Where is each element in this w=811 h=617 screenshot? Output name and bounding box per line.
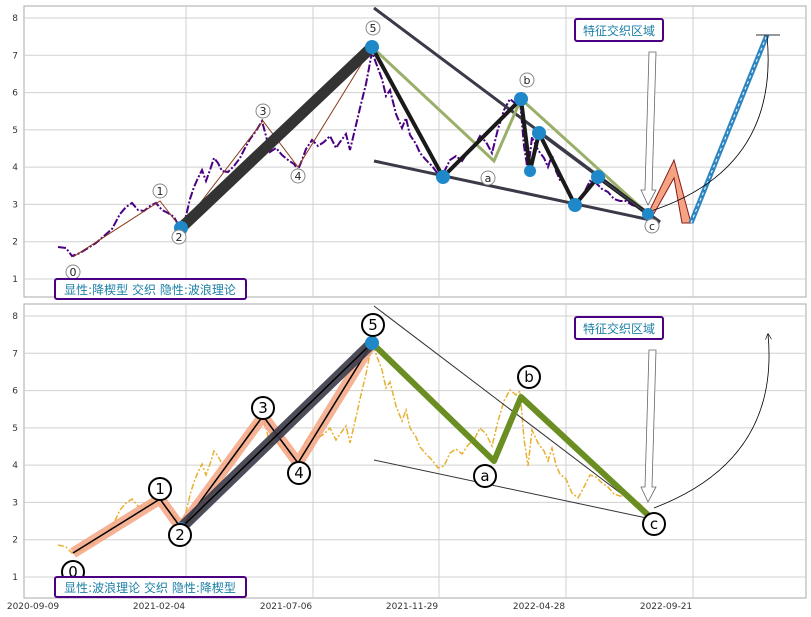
top-dot — [365, 40, 379, 54]
top-impulse-thin — [72, 46, 373, 258]
top-zone-label: 特征交织区域 — [583, 23, 655, 38]
bottom-wave-label-5: 5 — [368, 316, 378, 334]
y-tick-label: 4 — [12, 461, 18, 471]
x-tick-label: 2021-02-04 — [133, 602, 186, 612]
bottom-wave-label-2: 2 — [175, 526, 185, 544]
bottom-wave-labels: 0 1 2 3 4 5 a b c — [61, 313, 666, 584]
bottom-abc-green — [369, 340, 651, 518]
y-tick-label: 4 — [12, 163, 18, 173]
top-dot — [532, 126, 546, 140]
y-tick-label: 8 — [12, 14, 18, 24]
y-tick-label: 3 — [12, 498, 18, 508]
y-tick-label: 1 — [12, 275, 18, 285]
top-wave-label-2: 2 — [176, 231, 183, 244]
bottom-zone-arrow — [640, 349, 657, 503]
bottom-title-text: 显性:波浪理论 交织 隐性:降楔型 — [64, 580, 236, 595]
bottom-wave-label-b: b — [524, 368, 534, 386]
top-wave-label-1: 1 — [157, 185, 164, 198]
bottom-zone-box — [574, 316, 664, 340]
bottom-impulse-black — [72, 342, 373, 554]
top-dot — [568, 198, 582, 212]
top-impulse-thick — [175, 41, 378, 234]
top-dot — [642, 208, 654, 220]
top-title-text: 显性:降楔型 交织 隐性:波浪理论 — [64, 282, 236, 297]
bottom-wave-label-3: 3 — [258, 399, 268, 417]
top-proj-blue-dash — [690, 34, 768, 224]
bottom-wave-label-c: c — [650, 515, 658, 533]
top-wave-labels: 0 1 2 3 4 5 a b c — [65, 20, 660, 280]
y-tick-label: 7 — [12, 51, 18, 61]
top-panel-frame — [23, 5, 807, 298]
bottom-zone-label: 特征交织区域 — [583, 321, 655, 336]
top-wave-label-c: c — [649, 220, 655, 233]
y-tick-label: 8 — [12, 312, 18, 322]
y-tick-label: 5 — [12, 424, 18, 434]
bottom-wave-label-4: 4 — [294, 464, 304, 482]
top-dots — [174, 40, 654, 235]
top-wave-label-0: 0 — [70, 266, 77, 279]
bottom-dot-5 — [365, 336, 379, 350]
x-tick-label: 2022-04-28 — [513, 602, 566, 612]
top-abc-green — [370, 45, 650, 216]
bottom-panel-frame — [23, 303, 807, 599]
top-wave-label-5: 5 — [370, 22, 377, 35]
y-tick-label: 5 — [12, 126, 18, 136]
top-wave-label-a: a — [485, 172, 492, 185]
bottom-wave-label-1: 1 — [155, 480, 165, 498]
x-tick-label: 2021-11-29 — [386, 602, 439, 612]
x-tick-label: 2022-09-21 — [640, 602, 692, 612]
top-wedge-lower — [373, 159, 661, 224]
top-zone-arrow — [640, 51, 657, 206]
top-dot — [514, 92, 528, 106]
y-tick-label: 3 — [12, 200, 18, 210]
top-dot — [591, 170, 605, 184]
top-panel: 0 1 2 3 4 5 a b c 特征交织区域 显性:降楔型 交织 隐性:波浪… — [54, 6, 780, 300]
bottom-wave-label-a: a — [480, 467, 489, 485]
top-price-line — [57, 48, 649, 258]
top-wave-label-4: 4 — [295, 170, 302, 183]
top-proj-arc — [647, 35, 769, 213]
bottom-wave-label-0: 0 — [68, 563, 78, 581]
y-tick-label: 1 — [12, 573, 18, 583]
top-wave-label-b: b — [524, 74, 531, 87]
top-title-box — [54, 278, 247, 300]
y-tick-label: 6 — [12, 89, 18, 99]
top-dot — [436, 170, 450, 184]
bottom-panel: 0 1 2 3 4 5 a b c 特征交织区域 显性:波浪理论 交织 隐性:降… — [54, 305, 769, 598]
x-tick-labels: 2020-09-09 2021-02-04 2021-07-06 2021-11-29… — [7, 602, 692, 612]
y-tick-label: 2 — [12, 238, 18, 248]
y-tick-label: 2 — [12, 536, 18, 546]
top-dot — [524, 165, 536, 177]
bottom-impulse-core — [180, 342, 373, 529]
bottom-title-box — [54, 576, 247, 598]
y-tick-label: 7 — [12, 349, 18, 359]
top-wave-label-3: 3 — [260, 105, 267, 118]
bottom-wedge-lower — [373, 459, 657, 521]
x-tick-label: 2021-07-06 — [260, 602, 313, 612]
bottom-proj-arc — [653, 334, 769, 509]
top-zone-box — [574, 18, 664, 42]
y-tick-labels: 1 2 3 4 5 6 7 8 1 2 3 4 5 6 7 8 — [12, 14, 18, 583]
y-tick-label: 6 — [12, 387, 18, 397]
bottom-grid — [24, 304, 806, 598]
x-tick-label: 2020-09-09 — [7, 602, 60, 612]
